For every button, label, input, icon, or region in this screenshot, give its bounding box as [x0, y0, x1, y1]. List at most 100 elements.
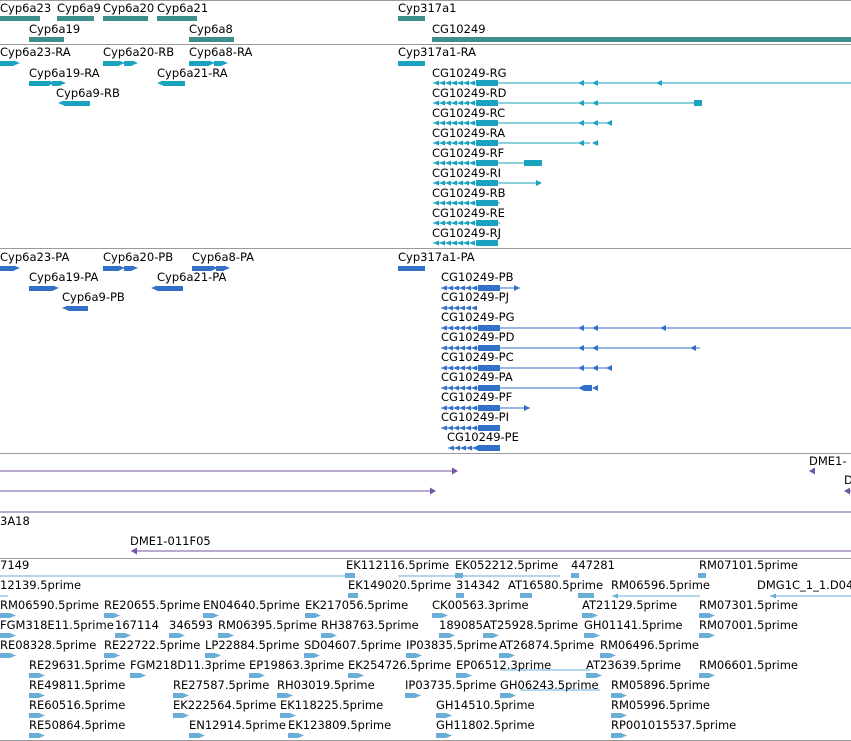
cdna-label[interactable]: AT25928.5prime	[483, 618, 579, 632]
cdna-label[interactable]: EK149020.5prime	[348, 578, 452, 592]
cdna-read[interactable]	[612, 593, 618, 599]
cdna-read[interactable]	[520, 593, 532, 598]
protein-glyph[interactable]	[29, 286, 53, 291]
cdna-read[interactable]	[183, 713, 189, 718]
protein-glyph[interactable]	[103, 266, 119, 271]
cdna-label[interactable]: 346593	[169, 618, 213, 632]
cdna-read[interactable]	[277, 693, 287, 698]
transcript-glyph[interactable]	[64, 101, 90, 106]
cdna-read[interactable]	[203, 613, 213, 618]
protein-label[interactable]: Cyp317a1-PA	[398, 250, 475, 264]
gene-label-cyp6a8[interactable]: Cyp6a8	[189, 22, 233, 36]
protein-glyph[interactable]	[119, 265, 125, 271]
protein-glyph[interactable]	[132, 265, 138, 271]
transcript-label[interactable]: CG10249-RF	[432, 146, 505, 160]
cdna-label[interactable]: 314342	[456, 578, 500, 592]
protein-glyph[interactable]	[0, 266, 14, 271]
cdna-label[interactable]: CK00563.3prime	[432, 598, 529, 612]
gene-label-cyp6a23[interactable]: Cyp6a23	[0, 1, 52, 15]
protein-exon[interactable]	[592, 385, 598, 391]
cdna-read[interactable]	[199, 733, 205, 738]
cdna-label[interactable]: 12139.5prime	[0, 578, 82, 592]
cdna-read[interactable]	[596, 673, 602, 678]
cdna-read[interactable]	[298, 733, 304, 738]
cdna-label[interactable]: RE50864.5prime	[29, 718, 126, 732]
cdna-read[interactable]	[483, 633, 493, 638]
cdna-label[interactable]: RH03019.5prime	[277, 678, 375, 692]
transcript-glyph[interactable]	[60, 80, 66, 86]
cdna-read[interactable]	[39, 673, 45, 678]
transcript-glyph[interactable]	[119, 60, 125, 66]
transcript-exon[interactable]	[592, 120, 598, 126]
est-label[interactable]: DME1-011F05	[130, 534, 211, 548]
gene-bar-cyp6a23[interactable]	[0, 16, 40, 21]
gene-bar-cyp6a20[interactable]	[103, 16, 148, 21]
cdna-label[interactable]: RE20655.5prime	[104, 598, 201, 612]
est-label[interactable]: DME1-	[809, 454, 847, 468]
cdna-read[interactable]	[442, 613, 448, 618]
protein-label[interactable]: Cyp6a21-PA	[157, 270, 227, 284]
cdna-label[interactable]: IP03835.5prime	[406, 638, 498, 652]
gene-label-cyp6a9[interactable]: Cyp6a9	[57, 1, 101, 15]
transcript-exon[interactable]	[656, 80, 662, 86]
cdna-read[interactable]	[510, 693, 516, 698]
cdna-read[interactable]	[509, 653, 515, 658]
protein-exon[interactable]	[478, 445, 500, 451]
transcript-label[interactable]: CG10249-RB	[432, 186, 506, 200]
cdna-label[interactable]: RM06596.5prime	[611, 578, 710, 592]
protein-label[interactable]: Cyp6a9-PB	[62, 290, 125, 304]
transcript-label[interactable]: CG10249-RE	[432, 206, 505, 220]
cdna-read[interactable]	[348, 593, 358, 598]
cdna-label[interactable]: LP22884.5prime	[205, 638, 300, 652]
protein-glyph[interactable]	[68, 306, 88, 311]
transcript-exon[interactable]	[592, 100, 598, 106]
cdna-read[interactable]	[130, 673, 140, 678]
gene-bar-cyp317a1[interactable]	[398, 16, 425, 21]
cdna-label[interactable]: 167114	[115, 618, 159, 632]
cdna-read[interactable]	[611, 693, 621, 698]
cdna-read[interactable]	[125, 633, 131, 638]
cdna-read[interactable]	[205, 653, 215, 658]
cdna-read[interactable]	[611, 733, 621, 738]
cdna-label[interactable]: RM05996.5prime	[611, 698, 710, 712]
transcript-exon[interactable]	[536, 180, 542, 186]
cdna-read[interactable]	[39, 693, 45, 698]
cdna-read[interactable]	[709, 673, 715, 678]
cdna-label[interactable]: EK217056.5prime	[305, 598, 409, 612]
cdna-read[interactable]	[321, 633, 331, 638]
transcript-label[interactable]: Cyp6a23-RA	[0, 45, 71, 59]
cdna-read[interactable]	[594, 633, 600, 638]
cdna-read[interactable]	[114, 613, 120, 618]
transcript-exon-chevrons[interactable]	[469, 240, 475, 246]
cdna-read[interactable]	[104, 653, 114, 658]
protein-exon[interactable]	[606, 365, 612, 371]
transcript-exon[interactable]	[578, 80, 584, 86]
cdna-read[interactable]	[305, 613, 315, 618]
transcript-exon[interactable]	[694, 100, 702, 106]
cdna-read[interactable]	[10, 633, 16, 638]
cdna-label[interactable]: RE60516.5prime	[29, 698, 126, 712]
cdna-read[interactable]	[416, 653, 422, 658]
est-alignment-end[interactable]	[452, 467, 458, 475]
cdna-label[interactable]: EK118225.5prime	[280, 698, 384, 712]
gene-bar-cyp6a19[interactable]	[29, 37, 64, 42]
protein-exon-chevrons[interactable]	[465, 305, 471, 311]
protein-exon[interactable]	[584, 385, 592, 391]
cdna-label[interactable]: IP03735.5prime	[405, 678, 497, 692]
est-alignment-start[interactable]	[844, 487, 850, 495]
cdna-label[interactable]: AT16580.5prime	[508, 578, 604, 592]
protein-glyph[interactable]	[157, 286, 183, 291]
gene-label-cyp317a1[interactable]: Cyp317a1	[398, 1, 457, 15]
cdna-read[interactable]	[140, 673, 146, 678]
est-label[interactable]: D	[844, 473, 851, 487]
transcript-label[interactable]: Cyp317a1-RA	[398, 45, 476, 59]
transcript-glyph[interactable]	[398, 61, 425, 66]
cdna-read[interactable]	[699, 673, 709, 678]
protein-glyph[interactable]	[224, 265, 230, 271]
cdna-read[interactable]	[331, 633, 337, 638]
gene-bar-cyp6a8[interactable]	[189, 37, 234, 42]
transcript-label[interactable]: Cyp6a21-RA	[157, 66, 228, 80]
transcript-label[interactable]: CG10249-RI	[432, 166, 502, 180]
cdna-read[interactable]	[249, 673, 259, 678]
cdna-read[interactable]	[611, 713, 621, 718]
